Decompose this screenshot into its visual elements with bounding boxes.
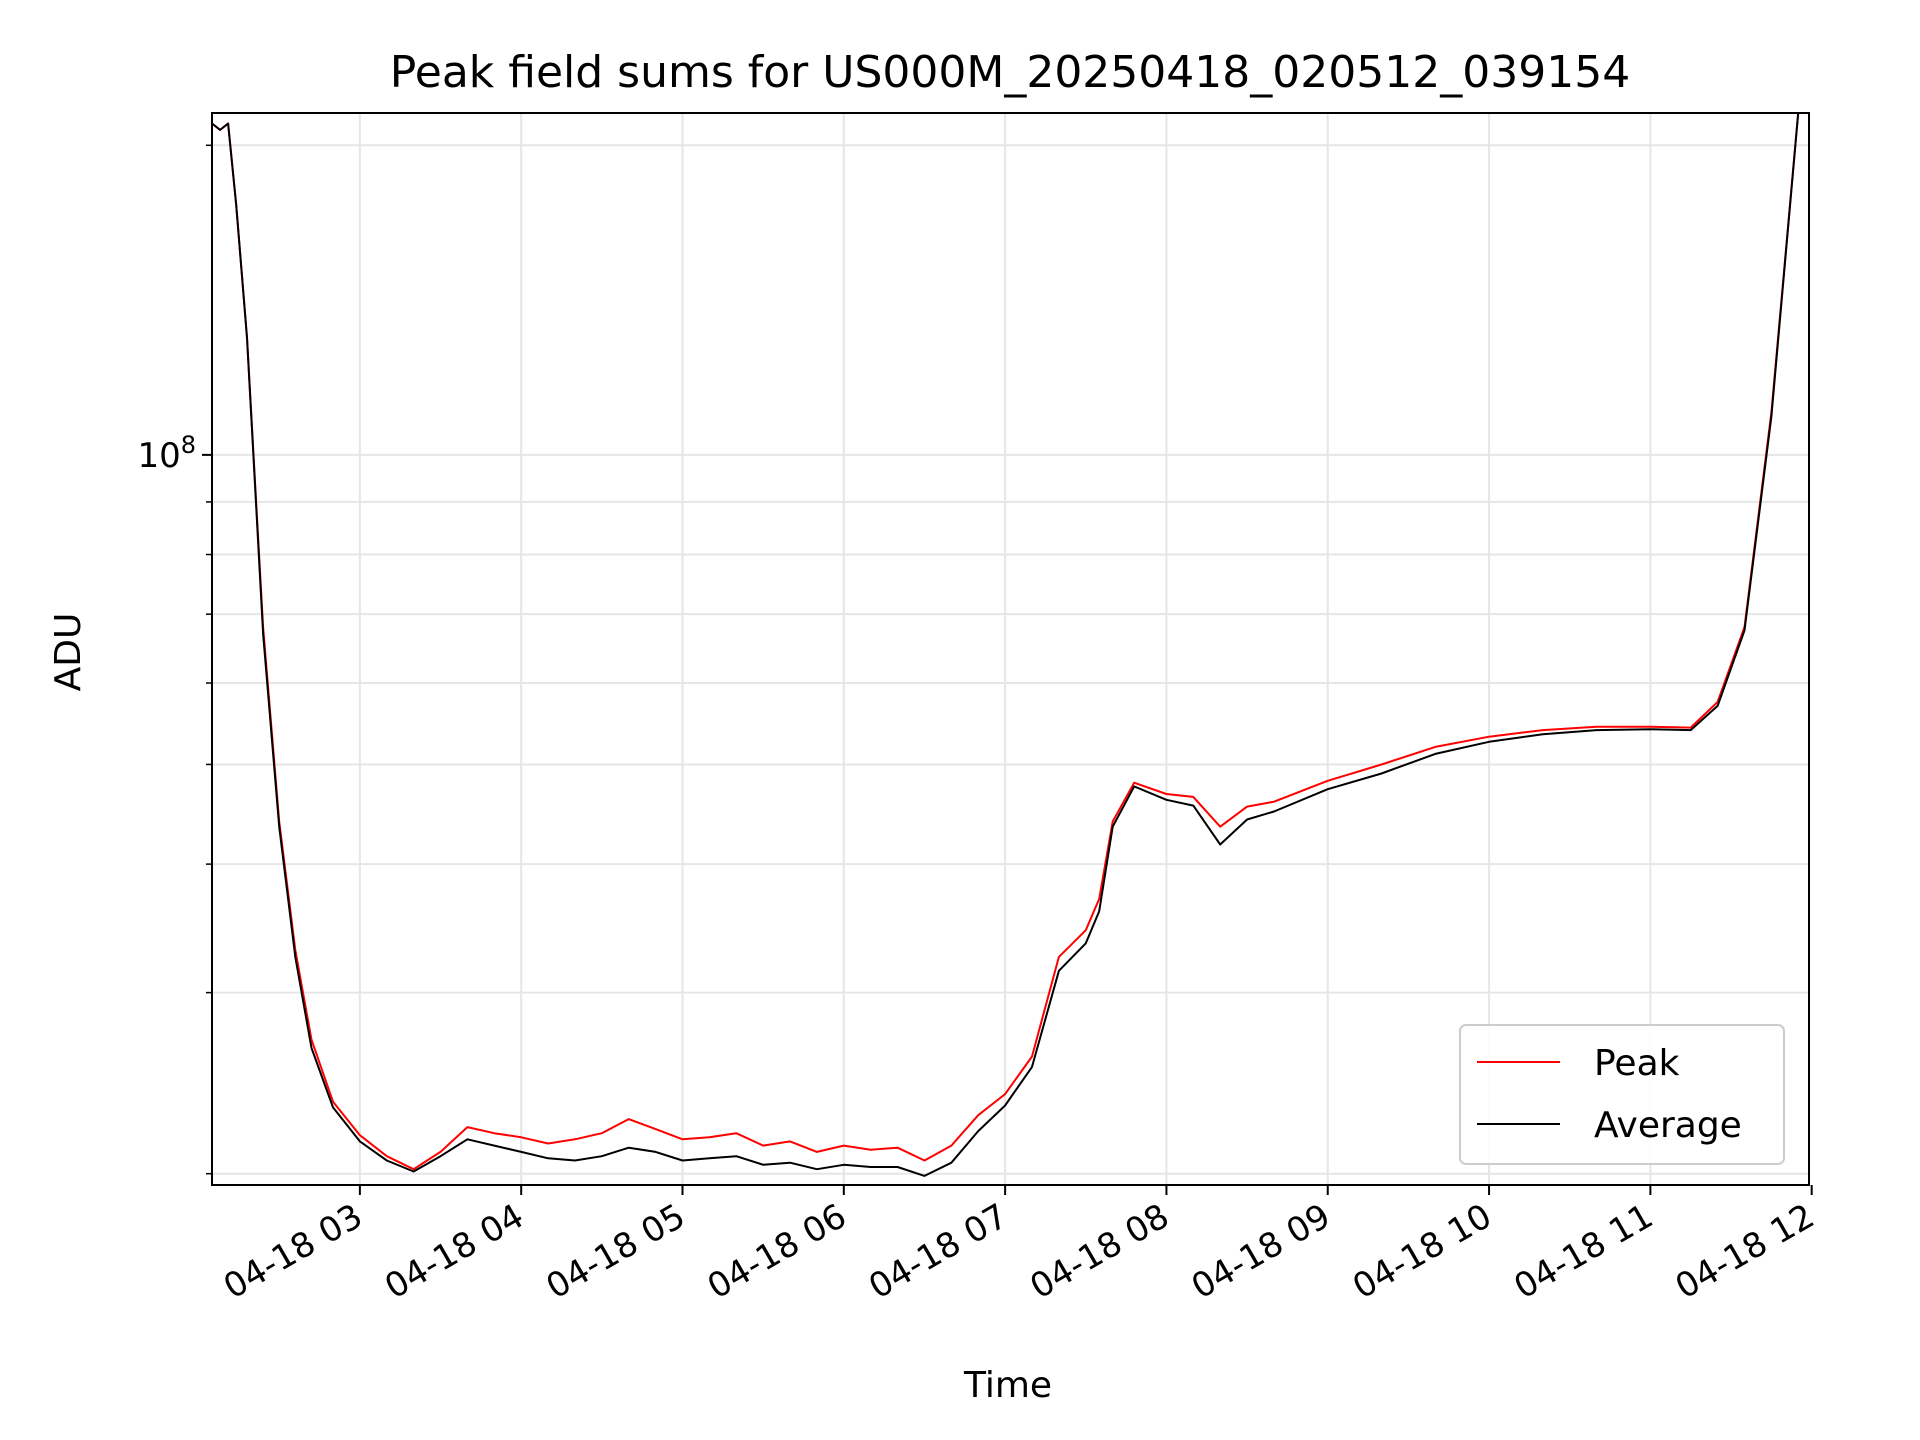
grid	[212, 113, 1809, 1185]
y-axis: 108	[137, 144, 212, 1175]
series-line-average	[212, 113, 1800, 1177]
x-axis-label: Time	[963, 1365, 1052, 1406]
plot-frame	[211, 112, 1810, 1186]
legend-label-average: Average	[1594, 1105, 1742, 1146]
y-axis-label: ADU	[48, 613, 89, 692]
legend-label-peak: Peak	[1594, 1043, 1680, 1084]
series-layer	[212, 113, 1800, 1177]
legend: Peak Average	[1459, 1024, 1785, 1165]
legend-box	[1459, 1024, 1785, 1165]
chart-title: Peak field sums for US000M_20250418_0205…	[390, 47, 1630, 98]
y-tick-label: 108	[137, 431, 196, 476]
series-line-peak	[212, 113, 1800, 1171]
